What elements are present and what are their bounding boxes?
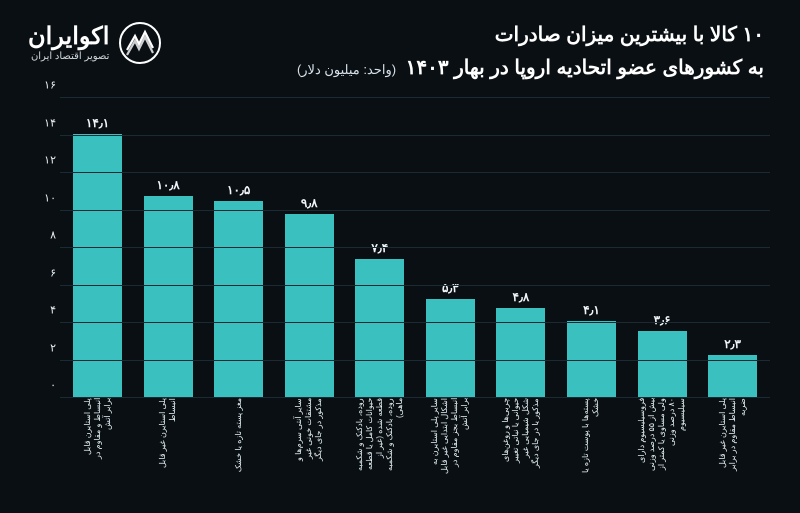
y-tick: ۸ [34, 229, 56, 242]
bar [638, 331, 687, 399]
bar-slot: ۱۰٫۸ [137, 178, 200, 399]
title-line2: به کشورهای عضو اتحادیه اروپا در بهار ۱۴۰… [297, 55, 764, 80]
y-tick: ۱۲ [34, 154, 56, 167]
x-axis-label: سایر آنتی سرم‌ها و مشتقات خونی غیر مذکور… [294, 398, 324, 476]
bar-value-label: ۷٫۴ [371, 241, 388, 255]
x-axis-label: چربی‌ها و روغن‌های حیوانی یا نباتی تغییر… [501, 398, 541, 476]
x-axis-label: پلی استایرن قابل انبساط و مقاوم در برابر… [83, 398, 113, 476]
x-label-slot: سایر پلی استایرن به اشکال ابتدایی غیر قا… [419, 398, 482, 478]
bar-slot: ۱۰٫۵ [207, 183, 270, 398]
bar-slot: ۵٫۳ [419, 281, 482, 398]
y-tick: ۱۰ [34, 191, 56, 204]
grid-line [60, 360, 770, 361]
x-axis-label: پلی استایرن غیر قابل انبساط [158, 398, 178, 476]
x-label-slot: پلی استایرن قابل انبساط و مقاوم در برابر… [66, 398, 129, 478]
y-tick: ۴ [34, 304, 56, 317]
x-label-slot: پسته‌ها با پوست تازه یا خشک [560, 398, 623, 478]
plot-area: ۱۴٫۱۱۰٫۸۱۰٫۵۹٫۸۷٫۴۵٫۳۴٫۸۴٫۱۳٫۶۲٫۳ ۰۲۴۶۸۱… [60, 98, 770, 398]
x-label-slot: فروسیلیسیوم دارای بیش از ۵۵ درصد وزنی ول… [631, 398, 694, 478]
x-label-slot: پلی استایرن غیر قابل انبساط مقاوم در برا… [701, 398, 764, 478]
x-label-slot: روده، بادکنک و شکمبه حیوانات کامل یا قطع… [348, 398, 411, 478]
title-line2-text: به کشورهای عضو اتحادیه اروپا در بهار ۱۴۰… [406, 57, 764, 79]
x-label-slot: سایر آنتی سرم‌ها و مشتقات خونی غیر مذکور… [278, 398, 341, 478]
x-label-slot: پلی استایرن غیر قابل انبساط [137, 398, 200, 478]
logo-name: اکوایران [28, 25, 109, 49]
grid-line [60, 172, 770, 173]
y-tick: ۱۶ [34, 79, 56, 92]
y-tick: ۶ [34, 266, 56, 279]
grid-line [60, 135, 770, 136]
bar-value-label: ۴٫۱ [583, 303, 600, 317]
header: ۱۰ کالا با بیشترین میزان صادرات به کشوره… [0, 0, 800, 90]
bar [285, 214, 334, 398]
bar-value-label: ۱۰٫۵ [227, 183, 250, 197]
x-axis-label: پلی استایرن غیر قابل انبساط مقاوم در برا… [718, 398, 748, 476]
bar-value-label: ۱۰٫۸ [156, 178, 179, 192]
bar-chart: ۱۴٫۱۱۰٫۸۱۰٫۵۹٫۸۷٫۴۵٫۳۴٫۸۴٫۱۳٫۶۲٫۳ ۰۲۴۶۸۱… [30, 98, 770, 478]
bar-value-label: ۵٫۳ [442, 281, 459, 295]
x-axis-label: فروسیلیسیوم دارای بیش از ۵۵ درصد وزنی ول… [637, 398, 687, 476]
bar [144, 196, 193, 399]
title-unit: (واحد: میلیون دلار) [297, 62, 396, 77]
bar-value-label: ۳٫۶ [654, 313, 671, 327]
y-tick: ۰ [34, 379, 56, 392]
y-tick: ۲ [34, 341, 56, 354]
grid-line [60, 322, 770, 323]
bar-value-label: ۱۴٫۱ [86, 116, 109, 130]
bar [355, 259, 404, 398]
logo: اکوایران تصویر اقتصاد ایران [28, 22, 161, 64]
x-axis-label: روده، بادکنک و شکمبه حیوانات کامل یا قطع… [355, 398, 405, 476]
x-label-slot: مغز پسته تازه یا خشک [207, 398, 270, 478]
title-block: ۱۰ کالا با بیشترین میزان صادرات به کشوره… [297, 22, 764, 80]
logo-icon [119, 22, 161, 64]
x-label-slot: چربی‌ها و روغن‌های حیوانی یا نباتی تغییر… [490, 398, 553, 478]
x-axis-label: سایر پلی استایرن به اشکال ابتدایی غیر قا… [430, 398, 470, 476]
bar-value-label: ۲٫۳ [724, 337, 741, 351]
grid-line [60, 210, 770, 211]
bar [73, 134, 122, 398]
bar-slot: ۲٫۳ [701, 337, 764, 398]
x-axis-label: مغز پسته تازه یا خشک [234, 398, 244, 472]
bar-slot: ۴٫۱ [560, 303, 623, 398]
bar [426, 299, 475, 398]
bar-value-label: ۴٫۸ [513, 290, 530, 304]
bar-value-label: ۹٫۸ [301, 196, 318, 210]
title-line1: ۱۰ کالا با بیشترین میزان صادرات [297, 22, 764, 47]
grid-line [60, 247, 770, 248]
bar-slot: ۳٫۶ [631, 313, 694, 399]
grid-line [60, 285, 770, 286]
bar-slot: ۴٫۸ [490, 290, 553, 398]
y-tick: ۱۴ [34, 116, 56, 129]
x-axis-label: پسته‌ها با پوست تازه یا خشک [581, 398, 601, 476]
bars-container: ۱۴٫۱ ۱۰٫۸ ۱۰٫۵ ۹٫۸ ۷٫۴ ۵٫۳ ۴٫۸ ۴٫۱ ۳٫۶ ۲٫۳ [60, 98, 770, 398]
logo-tagline: تصویر اقتصاد ایران [28, 51, 109, 62]
grid-line [60, 97, 770, 98]
x-axis-labels: پلی استایرن قابل انبساط و مقاوم در برابر… [60, 398, 770, 478]
bar-slot: ۱۴٫۱ [66, 116, 129, 398]
bar [214, 201, 263, 398]
bar [708, 355, 757, 398]
bar-slot: ۹٫۸ [278, 196, 341, 398]
bar-slot: ۷٫۴ [348, 241, 411, 398]
